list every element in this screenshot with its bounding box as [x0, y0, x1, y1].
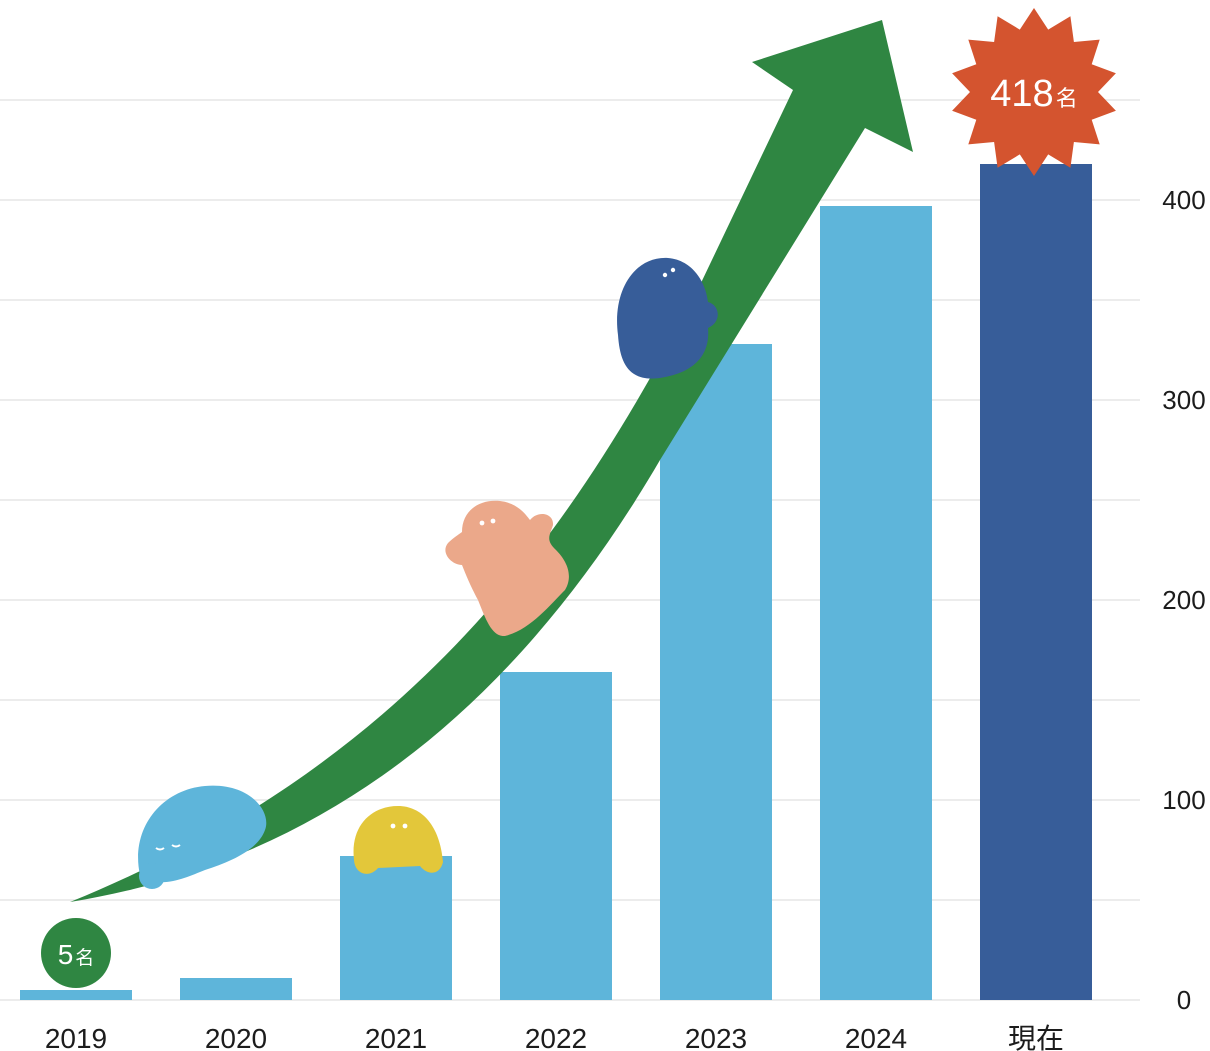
category-label: 2021: [365, 1023, 427, 1051]
x-axis-categories: 2019 2020 2021 2022 2023 2024 現在: [45, 1023, 1064, 1051]
bar-4: [660, 344, 772, 1000]
category-label: 2024: [845, 1023, 907, 1051]
growth-arrow: [70, 20, 913, 902]
bar-2: [340, 856, 452, 1000]
bar-6: [980, 164, 1092, 1000]
navy-mascot-icon: [617, 257, 718, 379]
blue-blob-mascot-icon: [138, 785, 267, 889]
category-label: 2020: [205, 1023, 267, 1051]
bar-3: [500, 672, 612, 1000]
svg-text:5名: 5名: [58, 939, 95, 970]
peach-mascot-icon: [445, 500, 569, 637]
y-tick-label: 100: [1162, 785, 1205, 815]
current-count-badge: 418名: [952, 8, 1116, 176]
category-label: 2022: [525, 1023, 587, 1051]
bar-5: [820, 206, 932, 1000]
bars: [20, 164, 1092, 1000]
start-count-value: 5: [58, 939, 74, 970]
bar-0: [20, 990, 132, 1000]
y-tick-label: 300: [1162, 385, 1205, 415]
bar-1: [180, 978, 292, 1000]
starburst-shape: [952, 8, 1116, 176]
svg-text:418名: 418名: [990, 73, 1077, 115]
category-label: 2019: [45, 1023, 107, 1051]
y-axis-ticks: 0 100 200 300 400: [1162, 185, 1205, 1015]
current-count-unit: 名: [1056, 86, 1078, 111]
current-count-value: 418: [990, 73, 1053, 115]
start-count-unit: 名: [75, 947, 94, 969]
y-tick-label: 200: [1162, 585, 1205, 615]
category-label: 2023: [685, 1023, 747, 1051]
y-tick-label: 400: [1162, 185, 1205, 215]
category-label: 現在: [1008, 1023, 1064, 1051]
y-tick-label: 0: [1177, 985, 1191, 1015]
yellow-mascot-icon: [353, 806, 443, 874]
